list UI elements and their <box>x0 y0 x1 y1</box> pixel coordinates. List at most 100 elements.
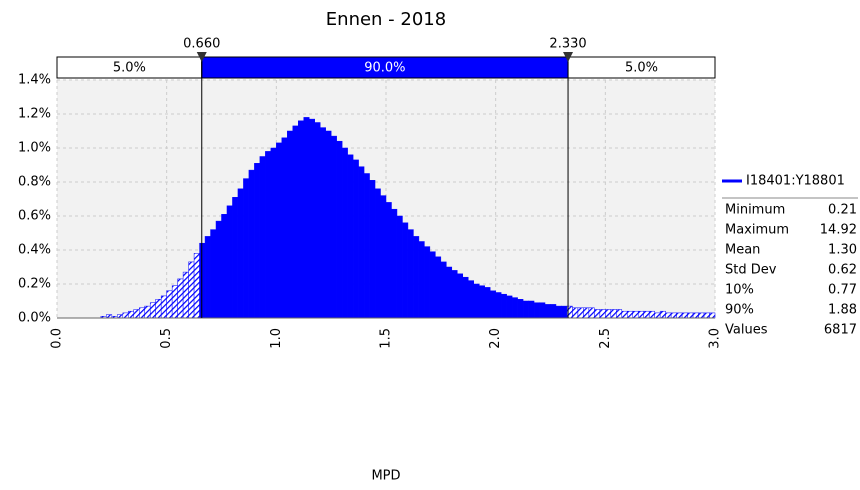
bar <box>259 156 266 319</box>
bar <box>407 229 414 319</box>
bar <box>265 151 272 319</box>
bar <box>215 220 222 319</box>
bar <box>473 283 480 319</box>
bar <box>117 314 124 319</box>
bar <box>292 125 299 319</box>
bar <box>106 314 113 319</box>
bar <box>703 312 710 319</box>
bar <box>435 256 442 319</box>
bar <box>149 302 156 319</box>
legend-label: I18401:Y18801 <box>746 174 845 189</box>
bar <box>500 293 507 319</box>
bar <box>270 147 277 319</box>
bar <box>330 135 337 319</box>
bar <box>171 285 178 319</box>
bar <box>188 261 195 319</box>
bar <box>468 280 474 319</box>
bar <box>588 307 595 319</box>
bar <box>577 307 584 319</box>
x-axis-title: MPD <box>371 469 400 484</box>
bar <box>380 195 387 319</box>
stat-name: Mean <box>725 243 760 258</box>
bar <box>648 310 655 319</box>
bar <box>610 309 617 319</box>
bar <box>369 180 376 319</box>
x-tick-label: 0.0 <box>50 328 65 349</box>
bar <box>193 253 200 319</box>
bar <box>457 273 464 319</box>
region-label: 90.0% <box>364 61 405 76</box>
stat-value: 1.30 <box>828 243 857 258</box>
bar <box>670 312 677 319</box>
x-tick-label: 0.5 <box>159 328 174 349</box>
stat-name: Minimum <box>725 203 785 218</box>
y-tick-label: 1.0% <box>18 141 51 156</box>
bar <box>605 309 612 319</box>
bar <box>681 312 688 319</box>
bar <box>336 140 343 319</box>
y-tick-label: 1.2% <box>18 107 51 122</box>
bar <box>687 312 694 319</box>
bar <box>517 299 524 319</box>
bar <box>424 246 431 319</box>
bar <box>358 166 365 319</box>
bar <box>627 310 633 319</box>
x-tick-label: 1.0 <box>269 328 284 349</box>
stat-name: 10% <box>725 283 754 298</box>
stat-value: 1.88 <box>828 303 857 318</box>
bar <box>446 266 453 319</box>
bar <box>204 236 211 319</box>
bar <box>314 122 321 319</box>
bar <box>594 309 601 319</box>
bar <box>511 297 518 319</box>
bar <box>413 236 420 319</box>
bar <box>484 287 491 319</box>
bar <box>665 312 672 319</box>
y-tick-label: 1.4% <box>18 73 51 88</box>
x-tick-label: 2.5 <box>598 328 613 349</box>
bar <box>572 307 579 319</box>
bar <box>391 208 398 319</box>
chart-title: Ennen - 2018 <box>326 9 446 30</box>
delimiter-marker <box>563 52 574 62</box>
stat-name: Values <box>725 323 768 338</box>
bar <box>533 302 540 319</box>
stat-name: Std Dev <box>725 263 777 278</box>
bar <box>133 309 140 319</box>
bar <box>319 127 326 319</box>
bar <box>418 241 425 319</box>
bar <box>308 118 315 319</box>
stat-value: 6817 <box>824 323 857 338</box>
bar <box>451 270 458 319</box>
bar <box>692 312 699 319</box>
bar <box>166 290 173 319</box>
stat-value: 0.77 <box>828 283 857 298</box>
region-label: 5.0% <box>113 61 146 76</box>
bar <box>402 222 409 319</box>
y-tick-label: 0.4% <box>18 243 51 258</box>
bar <box>139 307 145 319</box>
bar <box>276 142 283 319</box>
bar <box>374 188 381 319</box>
bar <box>287 130 294 319</box>
delimiter-label: 2.330 <box>549 37 586 52</box>
bar <box>528 300 535 319</box>
bar <box>522 300 529 319</box>
bar <box>221 214 228 319</box>
stat-name: 90% <box>725 303 754 318</box>
bar <box>226 205 233 319</box>
bar <box>298 120 304 319</box>
y-tick-label: 0.8% <box>18 175 51 190</box>
bar <box>495 292 502 319</box>
bar <box>155 299 162 319</box>
x-tick-label: 2.0 <box>488 328 503 349</box>
bar <box>232 197 239 319</box>
bar <box>599 309 606 319</box>
bar <box>243 178 250 319</box>
bar <box>347 154 354 319</box>
bar <box>210 229 217 319</box>
bar <box>676 312 683 319</box>
bar <box>128 310 135 319</box>
